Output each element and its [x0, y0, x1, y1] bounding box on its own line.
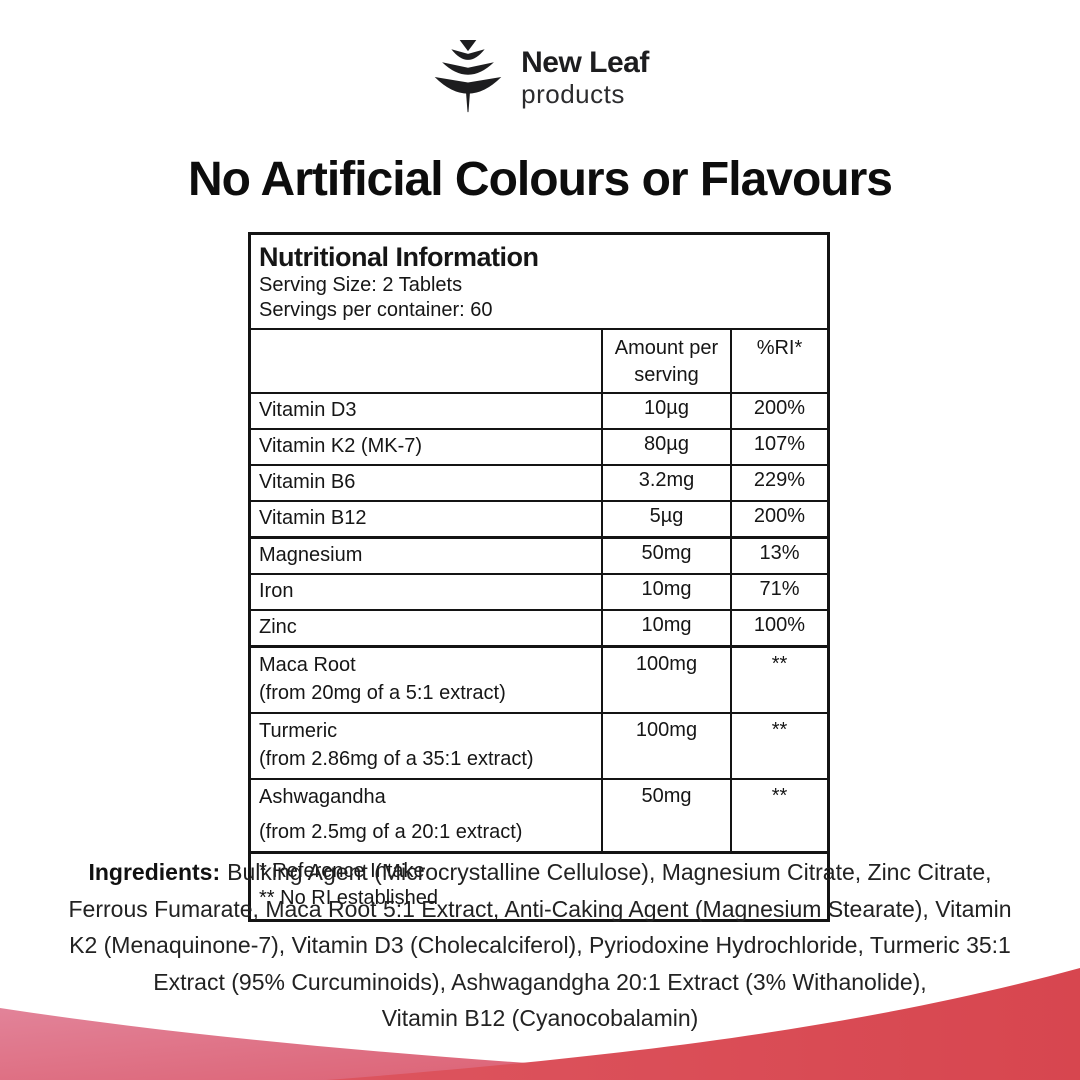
table-footnotes: * Reference Intake ** No RI established [251, 851, 827, 919]
ri-cell: 200% [753, 397, 806, 419]
nutrient-name: Vitamin K2 (MK-7) [259, 435, 423, 457]
page-title: No Artificial Colours or Flavours [188, 153, 893, 206]
nutrient-cell: Magnesium [251, 539, 603, 573]
nutrient-name: Vitamin B6 [259, 471, 356, 493]
ri-cell: 13% [759, 542, 800, 564]
nutrient-cell: Zinc [251, 611, 603, 645]
wave-red-shape [326, 968, 1080, 1080]
table-row: Vitamin K2 (MK-7) 80µg 107% [251, 428, 827, 464]
amount-cell: 50mg [603, 539, 732, 573]
amount-cell: 100mg [603, 714, 732, 778]
table-row: Vitamin B12 5µg 200% [251, 500, 827, 536]
ingredients-line: Vitamin B12 (Cyanocobalamin) [381, 1005, 699, 1031]
tree-logo-icon [434, 40, 502, 113]
ingredients-label: Ingredients: [88, 859, 221, 885]
amount-cell: 80µg [603, 430, 732, 464]
nutrient-cell: Iron [251, 575, 603, 609]
amount-cell: 10µg [603, 394, 732, 428]
footnote-reference-intake: * Reference Intake [259, 860, 425, 882]
brand-subtitle: products [521, 78, 625, 109]
nutrient-name: Maca Root [259, 654, 356, 676]
ingredients-line: K2 (Menaquinone-7), Vitamin D3 (Cholecal… [69, 932, 1011, 958]
table-row: Zinc 10mg 100% [251, 609, 827, 645]
wave-decoration [0, 968, 1080, 1080]
table-row: Vitamin B6 3.2mg 229% [251, 464, 827, 500]
ri-cell: 100% [753, 614, 806, 636]
ingredients-line: Ingredients: Bulking Agent (Microcrystall… [30, 854, 1050, 891]
ingredients-text: Bulking Agent (Microcrystalline Cellulos… [227, 859, 992, 885]
table-row: Maca Root (from 20mg of a 5:1 extract) 100… [251, 645, 827, 712]
ingredients-line: Extract (95% Curcuminoids), Ashwagandgha… [153, 968, 927, 995]
brand-name: New Leaf [521, 45, 649, 79]
ri-cell: 71% [759, 578, 800, 600]
footnote-no-ri: ** No RI established [259, 887, 438, 909]
table-row: Iron 10mg 71% [251, 573, 827, 609]
nutrient-name: Iron [259, 580, 294, 602]
nutrient-cell: Vitamin K2 (MK-7) [251, 430, 603, 464]
nutrient-name: Turmeric [259, 720, 338, 742]
ri-cell: 200% [753, 505, 806, 527]
table-row: Turmeric (from 2.86mg of a 35:1 extract) 1… [251, 712, 827, 778]
brand-logo: New Leaf products [0, 36, 1080, 118]
column-header-row: Amount per serving %RI* [251, 328, 827, 392]
amount-cell: 10mg [603, 575, 732, 609]
nutrient-extract-note: (from 2.86mg of a 35:1 extract) [259, 748, 534, 770]
ri-cell: 229% [753, 469, 806, 491]
ri-cell: ** [771, 719, 788, 741]
ri-cell: 107% [753, 433, 806, 455]
column-header-ri: %RI* [756, 337, 803, 359]
amount-cell: 10mg [603, 611, 732, 645]
ingredients-line: Ferrous Fumarate, Maca Root 5:1 Extract,… [68, 895, 1012, 922]
amount-cell: 50mg [603, 780, 732, 851]
nutrient-cell: Vitamin B12 [251, 502, 603, 536]
table-title: Nutritional Information [259, 242, 539, 272]
amount-cell: 5µg [603, 502, 732, 536]
column-header-amount: Amount per serving [603, 330, 732, 392]
nutrient-extract-note: (from 20mg of a 5:1 extract) [259, 682, 506, 704]
wave-pink-shape [0, 1008, 787, 1080]
amount-cell: 3.2mg [603, 466, 732, 500]
nutrient-cell: Vitamin D3 [251, 394, 603, 428]
table-header: Nutritional Information Serving Size: 2 … [251, 235, 827, 328]
table-row: Magnesium 50mg 13% [251, 536, 827, 573]
nutritional-information-table: Nutritional Information Serving Size: 2 … [248, 232, 830, 922]
ingredients-paragraph: Ingredients: Bulking Agent (Microcrystall… [30, 854, 1050, 1037]
nutrient-name: Zinc [259, 616, 297, 638]
nutrient-cell: Ashwagandha (from 2.5mg of a 20:1 extract… [251, 780, 603, 851]
table-row: Ashwagandha (from 2.5mg of a 20:1 extract… [251, 778, 827, 851]
ri-cell: ** [771, 653, 788, 675]
table-row: Vitamin D3 10µg 200% [251, 392, 827, 428]
nutrient-name: Ashwagandha [259, 786, 386, 808]
nutrient-cell: Vitamin B6 [251, 466, 603, 500]
nutrient-name: Vitamin D3 [259, 399, 357, 421]
nutrient-name: Vitamin B12 [259, 507, 367, 529]
column-header-empty [251, 330, 603, 392]
brand-wordmark: New Leaf products [521, 45, 649, 109]
serving-size: Serving Size: 2 Tablets [259, 274, 463, 296]
ri-cell: ** [771, 785, 788, 807]
nutrient-name: Magnesium [259, 544, 363, 566]
table-body: Vitamin D3 10µg 200% Vitamin K2 (MK-7) 80µg 1… [251, 392, 827, 851]
nutrient-cell: Turmeric (from 2.86mg of a 35:1 extract) [251, 714, 603, 778]
nutrient-extract-note: (from 2.5mg of a 20:1 extract) [259, 821, 523, 843]
servings-per-container: Servings per container: 60 [259, 299, 493, 321]
nutrient-cell: Maca Root (from 20mg of a 5:1 extract) [251, 648, 603, 712]
amount-cell: 100mg [603, 648, 732, 712]
